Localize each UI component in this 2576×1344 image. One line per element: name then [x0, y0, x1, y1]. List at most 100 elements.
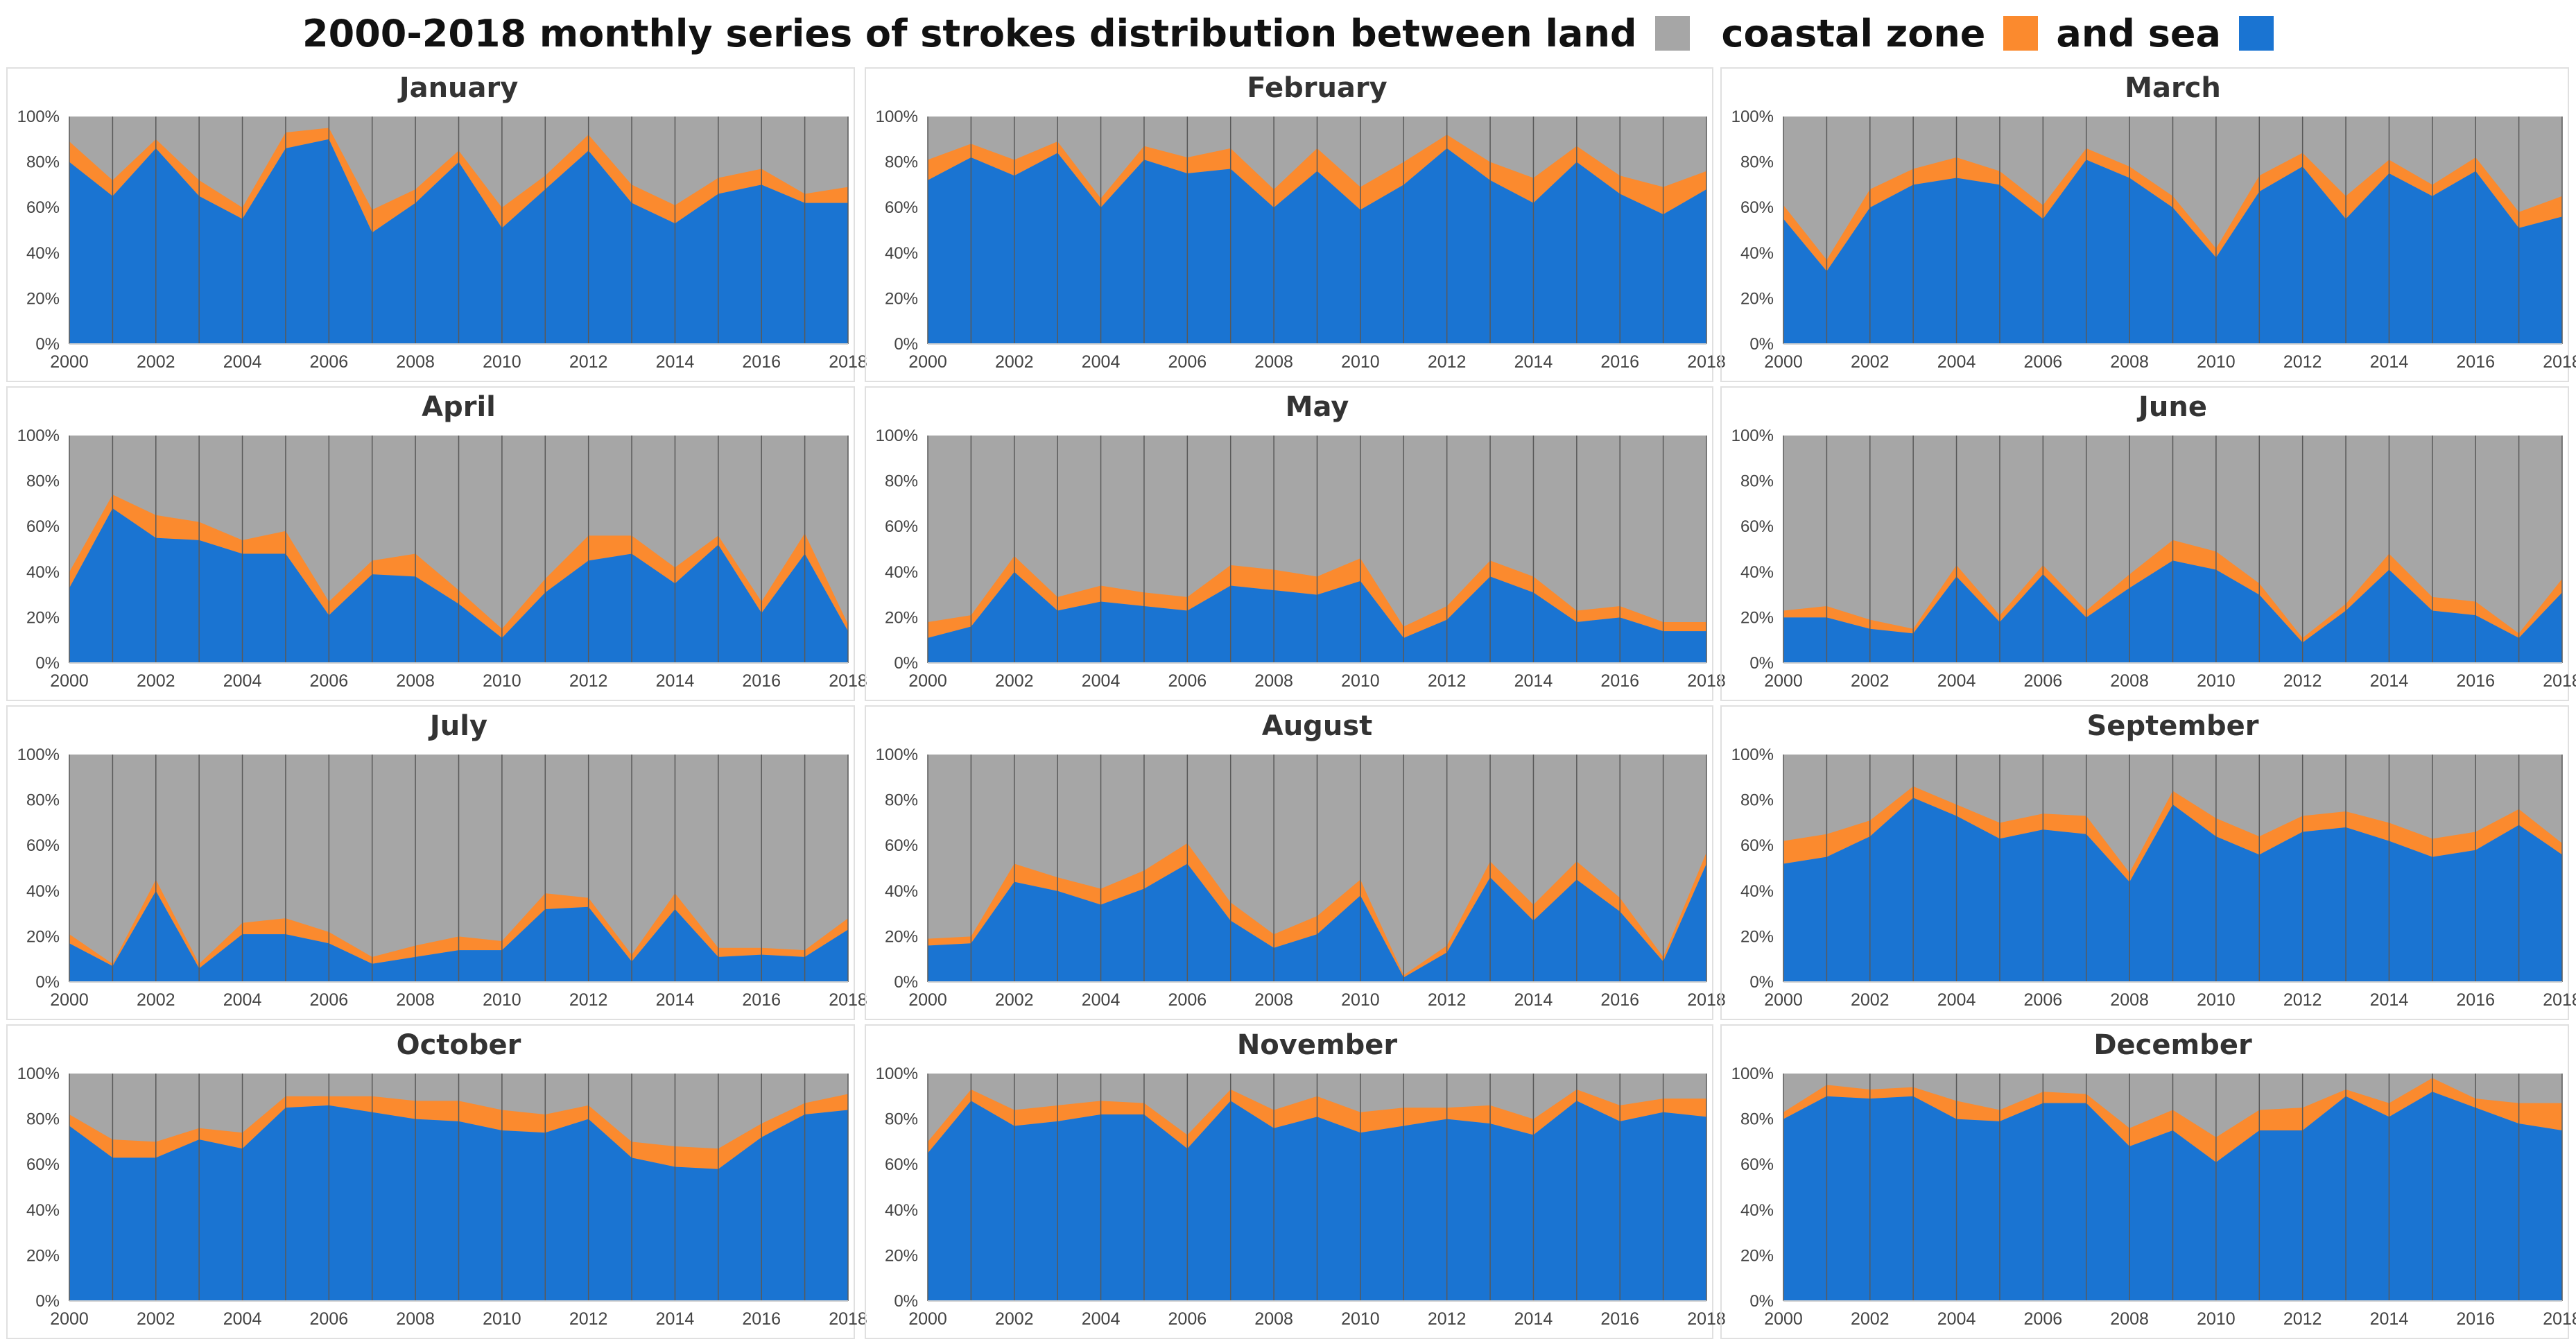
legend-swatch-land	[1654, 16, 1690, 51]
y-tick-label: 0%	[1749, 1292, 1774, 1311]
y-tick-label: 100%	[876, 427, 918, 445]
panel-title: February	[1247, 72, 1387, 104]
x-tick-label: 2008	[396, 671, 435, 691]
x-tick-label: 2014	[2370, 1309, 2409, 1329]
x-tick-label: 2014	[1514, 671, 1553, 691]
x-tick-label: 2008	[1254, 1309, 1293, 1329]
x-tick-label: 2012	[1428, 671, 1467, 691]
x-tick-label: 2012	[569, 352, 608, 372]
y-tick-label: 60%	[885, 198, 918, 217]
area-sea	[69, 890, 848, 982]
x-tick-label: 2010	[483, 1309, 521, 1329]
area-sea	[928, 863, 1706, 982]
panel-border	[1720, 67, 2569, 382]
panel-border	[1720, 705, 2569, 1020]
x-tick-label: 2002	[995, 990, 1034, 1010]
panel-border	[6, 1024, 855, 1339]
y-tick-label: 100%	[17, 107, 60, 126]
x-tick-label: 2002	[1851, 1309, 1890, 1329]
panel-border	[1720, 1024, 2569, 1339]
x-tick-label: 2002	[1851, 352, 1890, 372]
y-tick-label: 80%	[1740, 1110, 1774, 1129]
x-tick-label: 2008	[396, 990, 435, 1010]
x-tick-label: 2010	[2197, 990, 2236, 1010]
x-tick-label: 2008	[1254, 352, 1293, 372]
chart-title: 2000-2018 monthly series of strokes dist…	[302, 11, 1637, 55]
x-tick-label: 2006	[2024, 990, 2063, 1010]
legend-label-coastal: coastal zone	[1721, 11, 1986, 55]
small-multiples-grid: January 0% 20% 40% 60% 80% 100% 2000 2002 2004 200…	[0, 67, 2576, 1344]
x-tick-label: 2004	[1937, 990, 1976, 1010]
legend-label-sea: and sea	[2056, 11, 2221, 55]
y-tick-label: 20%	[26, 289, 60, 308]
x-tick-label: 2018	[1687, 1309, 1726, 1329]
x-tick-label: 2014	[1514, 1309, 1553, 1329]
y-tick-label: 80%	[1740, 472, 1774, 491]
x-tick-label: 2018	[829, 1309, 867, 1329]
y-tick-label: 60%	[26, 517, 60, 536]
x-tick-label: 2002	[137, 990, 175, 1010]
x-tick-label: 2016	[742, 352, 781, 372]
y-tick-label: 100%	[17, 746, 60, 764]
area-coastal	[69, 128, 848, 233]
y-tick-label: 100%	[1731, 427, 1774, 445]
x-tick-label: 2016	[2456, 1309, 2495, 1329]
x-tick-label: 2010	[1341, 352, 1380, 372]
y-tick-label: 20%	[1740, 608, 1774, 627]
x-tick-label: 2004	[223, 990, 262, 1010]
panel-border	[865, 386, 1713, 701]
y-tick-label: 60%	[1740, 517, 1774, 536]
x-tick-label: 2012	[1428, 990, 1467, 1010]
y-tick-label: 80%	[1740, 153, 1774, 172]
x-tick-label: 2006	[310, 990, 349, 1010]
x-tick-label: 2006	[1168, 1309, 1207, 1329]
panel-august: August 0% 20% 40% 60% 80% 100% 2000 2002 2004 2006…	[865, 705, 1726, 1020]
panel-title: April	[422, 391, 496, 423]
y-tick-label: 20%	[885, 1246, 918, 1265]
y-tick-label: 60%	[885, 836, 918, 855]
x-tick-label: 2004	[1937, 671, 1976, 691]
panel-border	[865, 1024, 1713, 1339]
panel-title: August	[1262, 710, 1372, 742]
y-tick-label: 0%	[1749, 335, 1774, 354]
x-tick-label: 2002	[995, 352, 1034, 372]
y-tick-label: 40%	[885, 882, 918, 901]
chart-title-legend: 2000-2018 monthly series of strokes dist…	[0, 0, 2576, 67]
x-tick-label: 2006	[310, 1309, 349, 1329]
x-tick-label: 2012	[1428, 1309, 1467, 1329]
x-tick-label: 2010	[483, 671, 521, 691]
x-tick-label: 2008	[396, 1309, 435, 1329]
panel-title: January	[397, 72, 519, 104]
y-tick-label: 0%	[1749, 973, 1774, 992]
x-tick-label: 2006	[310, 671, 349, 691]
y-tick-label: 20%	[885, 608, 918, 627]
panel-title: June	[2136, 391, 2207, 423]
y-tick-label: 20%	[885, 289, 918, 308]
x-tick-label: 2000	[50, 671, 89, 691]
y-tick-label: 0%	[894, 654, 918, 673]
y-tick-label: 20%	[26, 608, 60, 627]
panel-february: February 0% 20% 40% 60% 80% 100% 2000 2002 2004 20…	[865, 67, 1726, 382]
x-tick-label: 2018	[2543, 1309, 2576, 1329]
y-tick-label: 20%	[26, 927, 60, 946]
y-tick-label: 0%	[35, 335, 60, 354]
x-tick-label: 2004	[1937, 1309, 1976, 1329]
y-tick-label: 0%	[35, 654, 60, 673]
x-tick-label: 2000	[50, 990, 89, 1010]
x-tick-label: 2014	[656, 990, 695, 1010]
y-tick-label: 100%	[17, 1065, 60, 1083]
y-tick-label: 100%	[876, 746, 918, 764]
panel-december: December 0% 20% 40% 60% 80% 100% 2000 2002 2004 20…	[1720, 1024, 2576, 1339]
x-tick-label: 2004	[223, 352, 262, 372]
panel-may: May 0% 20% 40% 60% 80% 100% 2000 2002 2004 2006 200…	[865, 386, 1726, 701]
panel-border	[6, 386, 855, 701]
x-tick-label: 2016	[1600, 990, 1639, 1010]
panel-border	[6, 705, 855, 1020]
x-tick-label: 2012	[569, 1309, 608, 1329]
x-tick-label: 2016	[742, 671, 781, 691]
y-tick-label: 0%	[894, 335, 918, 354]
area-coastal	[928, 1089, 1706, 1153]
x-tick-label: 2006	[1168, 671, 1207, 691]
panel-january: January 0% 20% 40% 60% 80% 100% 2000 2002 2004 200…	[6, 67, 867, 382]
x-tick-label: 2012	[1428, 352, 1467, 372]
